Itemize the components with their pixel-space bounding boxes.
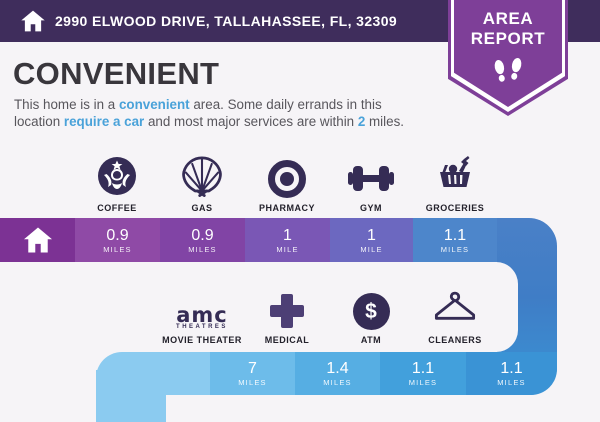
medical-cross-icon	[242, 284, 332, 330]
distance-segment-coffee: 0.9 MILES	[75, 218, 160, 262]
distance-segment-cleaners: 1.1 MILES	[466, 352, 557, 395]
home-icon	[21, 10, 45, 32]
page-title: CONVENIENT	[13, 56, 220, 91]
grocery-basket-icon	[412, 152, 498, 198]
highlight-convenient: convenient	[118, 97, 190, 112]
amenity-label: GROCERIES	[425, 203, 485, 213]
highlight-2-miles: 2	[357, 113, 366, 129]
footprints-icon	[448, 56, 568, 90]
amenity-coffee: COFFEE	[74, 152, 160, 213]
home-icon	[23, 227, 52, 253]
area-description: This home is in a convenient area. Some …	[14, 97, 405, 129]
amenity-medical: MEDICAL	[242, 284, 332, 345]
distance-bar-row1: 0.9 MILES 0.9 MILES 1 MILE 1 MILE 1.1 MILES	[0, 218, 557, 262]
distance-segment-groceries: 1.1 MILES	[413, 218, 497, 262]
distance-segment-medical: 1.4 MILES	[295, 352, 380, 395]
amenity-cleaners: CLEANERS	[410, 284, 500, 345]
amenity-gas: GAS	[159, 152, 245, 213]
amenity-label: CLEANERS	[428, 335, 482, 345]
distance-segment-gas: 0.9 MILES	[160, 218, 245, 262]
distance-segment-atm: 1.1 MILES	[380, 352, 466, 395]
amenity-movie-theater: amc THEATRES MOVIE THEATER	[157, 284, 247, 346]
amenity-label: MOVIE THEATER	[162, 335, 242, 345]
amenity-groceries: GROCERIES	[412, 152, 498, 213]
amenity-pharmacy: PHARMACY	[244, 152, 330, 213]
home-segment	[0, 218, 75, 262]
distance-path-left-tail-vertical	[96, 370, 166, 422]
amc-theatres-logo: amc THEATRES	[176, 303, 228, 331]
starbucks-coffee-icon	[74, 152, 160, 198]
amenity-label: PHARMACY	[258, 203, 315, 213]
dollar-circle-icon: $	[326, 284, 416, 330]
inner-white-curve	[0, 262, 518, 352]
amenity-label: GAS	[191, 203, 213, 213]
dumbbell-icon	[328, 152, 414, 198]
amenity-gym: GYM	[328, 152, 414, 213]
badge-title: AREA REPORT	[470, 9, 546, 48]
amenity-label: GYM	[359, 203, 382, 213]
hanger-icon	[410, 284, 500, 330]
shell-gas-icon	[159, 152, 245, 198]
target-bullseye-icon	[244, 152, 330, 198]
distance-segment-pharmacy: 1 MILE	[245, 218, 330, 262]
amenity-label: MEDICAL	[264, 335, 310, 345]
amenity-atm: $ ATM	[326, 284, 416, 345]
distance-bar-row2: 7 MILES 1.4 MILES 1.1 MILES 1.1 MILES	[0, 352, 557, 395]
bottom-white-curve	[166, 395, 600, 422]
area-report-badge: AREA REPORT	[448, 0, 568, 116]
amenity-label: COFFEE	[97, 203, 137, 213]
highlight-require-a-car: require a car	[63, 113, 145, 129]
distance-segment-movie-theater: 7 MILES	[210, 352, 295, 395]
property-address: 2990 ELWOOD DRIVE, TALLAHASSEE, FL, 3230…	[55, 13, 398, 29]
amenity-label: ATM	[360, 335, 382, 345]
distance-segment-gym: 1 MILE	[330, 218, 413, 262]
